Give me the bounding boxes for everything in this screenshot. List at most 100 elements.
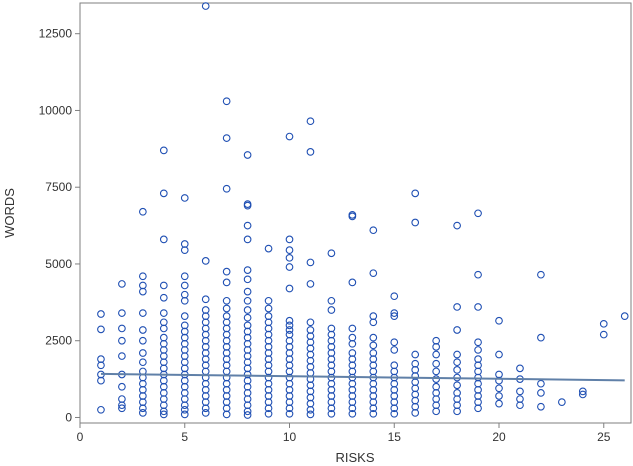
data-point [243,411,252,419]
data-point [327,296,336,305]
data-point [243,313,252,322]
data-point [620,312,629,321]
x-tick-label: 0 [77,430,84,444]
data-point [201,257,210,265]
data-point [159,324,168,333]
data-point [306,148,315,156]
data-point [159,407,168,416]
data-point [453,303,461,311]
data-point [180,296,189,305]
data-point [243,266,252,274]
data-point [118,401,126,410]
data-point [285,235,294,244]
data-point [369,409,378,418]
data-point [97,325,105,334]
data-point [180,272,189,281]
data-point [495,384,503,393]
data-point [327,306,336,314]
data-point [411,218,420,227]
data-point [139,309,147,317]
data-point [180,281,189,290]
data-point [139,336,147,345]
data-point [97,405,105,414]
data-point [180,410,189,419]
data-point [222,134,231,142]
data-point [474,338,482,347]
data-point [537,270,545,279]
data-point [285,284,294,293]
y-axis-title: WORDS [2,188,17,238]
data-point [306,280,315,288]
data-point [453,326,461,334]
y-tick-label: 7500 [45,180,72,194]
data-point [243,306,252,314]
data-point [285,404,294,413]
data-point [474,346,482,354]
data-point [243,201,252,210]
data-point [264,304,273,313]
data-point [348,404,357,413]
data-point [558,398,566,406]
data-point [222,184,231,193]
data-point [118,404,126,413]
data-point [264,404,273,413]
data-point [516,364,524,373]
data-point [159,293,168,302]
data-point [139,404,147,413]
data-point [243,287,252,296]
data-point [139,358,147,367]
data-point [453,407,461,416]
data-point [159,235,168,244]
data-point [578,387,587,396]
data-point [285,409,294,418]
data-point [306,410,315,419]
data-point [222,278,231,287]
data-point [285,263,294,271]
data-point [306,318,315,327]
data-point [369,269,378,278]
data-point [369,226,378,235]
data-point [369,318,378,327]
x-axis: 0 5 10 15 20 25 [77,423,611,444]
data-point [118,309,126,317]
data-point [495,399,503,408]
data-point [97,376,105,385]
data-point [285,253,294,262]
data-point [201,295,210,304]
data-point [285,321,294,330]
data-point [264,244,273,253]
data-point [516,387,524,396]
data-point [222,296,231,305]
data-point [118,336,126,345]
data-point [285,326,294,334]
data-point [411,189,420,198]
data-point [348,409,357,418]
data-point [118,352,126,360]
data-point [495,376,503,385]
data-point [139,409,147,417]
data-point [348,339,357,348]
data-point [159,146,168,155]
data-point [348,324,357,333]
fit-line [100,372,625,382]
data-point [118,324,126,333]
data-point [306,405,315,414]
data-point [139,287,147,296]
x-tick-label: 20 [492,430,506,444]
data-point [180,312,189,321]
data-point [139,326,147,334]
data-point [327,409,336,418]
data-point [537,333,545,342]
data-point [390,346,399,354]
data-point [97,361,105,370]
data-point [432,359,441,368]
data-point [369,333,378,342]
data-point [453,350,461,359]
data-point [495,350,503,359]
data-point [285,246,294,254]
data-point [453,221,461,230]
data-point [222,304,231,313]
data-point [159,281,168,290]
data-point [369,404,378,413]
